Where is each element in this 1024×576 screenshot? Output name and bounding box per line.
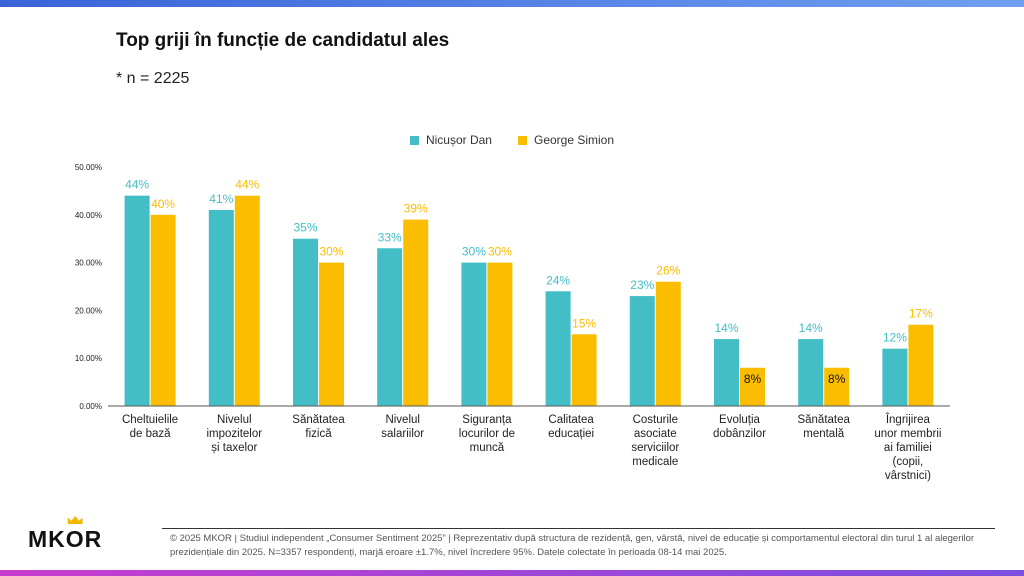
data-label-series-1: 41% [209, 192, 233, 206]
data-label-series-1: 35% [293, 221, 317, 235]
category-label: Nivelul impozitelor și taxelor [206, 414, 262, 454]
data-label-series-2: 8% [828, 372, 846, 386]
bar-series-1 [714, 339, 739, 406]
category-label: Cheltuielile de bază [122, 414, 178, 440]
category-label: Sănătatea mentală [797, 414, 850, 440]
bar-series-2 [655, 281, 681, 406]
bar-series-2 [403, 219, 429, 406]
data-label-series-1: 23% [630, 278, 654, 292]
bar-series-1 [461, 262, 487, 406]
category-label: Nivelul salariilor [381, 414, 424, 440]
y-tick-label: 10.00% [75, 354, 102, 363]
mkor-logo: MKO R [28, 516, 102, 553]
category-label: Siguranța locurilor de muncă [459, 414, 515, 454]
data-label-series-2: 15% [572, 316, 596, 330]
data-label-series-2: 26% [656, 264, 680, 278]
data-label-series-2: 8% [744, 372, 762, 386]
crown-icon [67, 516, 83, 524]
bar-series-1 [293, 238, 318, 406]
data-label-series-1: 14% [714, 321, 738, 335]
bar-series-1 [124, 195, 150, 406]
data-label-series-2: 39% [404, 202, 428, 216]
y-tick-label: 40.00% [75, 211, 102, 220]
bar-series-1 [798, 339, 824, 406]
bar-series-2 [319, 262, 344, 406]
bar-series-1 [545, 291, 571, 406]
data-label-series-1: 14% [799, 321, 823, 335]
data-label-series-1: 30% [462, 245, 486, 259]
bar-series-2 [824, 367, 850, 406]
bar-series-1 [208, 210, 234, 406]
bar-series-1 [882, 348, 908, 406]
data-label-series-2: 30% [488, 245, 512, 259]
chart-legend: Nicușor Dan George Simion [0, 133, 1024, 147]
bar-series-1 [377, 248, 403, 406]
data-label-series-1: 12% [883, 331, 907, 345]
legend-item-series-1: Nicușor Dan [409, 133, 492, 147]
bottom-accent-bar [0, 570, 1024, 576]
y-tick-label: 50.00% [75, 163, 102, 172]
legend-label-series-1: Nicușor Dan [425, 133, 492, 147]
data-label-series-2: 30% [319, 245, 343, 259]
bar-series-2 [740, 367, 765, 406]
footer-note: © 2025 MKOR | Studiul independent „Consu… [170, 533, 975, 558]
bar-series-2 [487, 262, 513, 406]
legend-swatch-series-1 [409, 135, 419, 145]
bar-series-1 [629, 296, 655, 406]
sample-size-note: * n = 2225 [116, 70, 190, 87]
category-label: Îngrijirea unor membrii ai familiei (copii,… [874, 413, 941, 482]
legend-label-series-2: George Simion [533, 133, 615, 147]
bar-series-2 [150, 214, 176, 406]
category-label: Sănătatea fizică [292, 414, 345, 440]
bar-series-2 [234, 195, 260, 406]
top-accent-bar [0, 0, 1024, 7]
y-tick-label: 20.00% [75, 306, 102, 315]
legend-item-series-2: George Simion [517, 133, 615, 147]
category-label: Evoluția dobânzilor [713, 414, 766, 440]
legend-swatch-series-2 [517, 135, 527, 145]
bar-series-2 [908, 324, 934, 406]
page-title: Top griji în funcție de candidatul ales [116, 30, 450, 51]
y-tick-label: 0.00% [79, 402, 102, 411]
data-label-series-1: 24% [546, 273, 570, 287]
data-label-series-2: 17% [909, 307, 933, 321]
data-label-series-1: 33% [378, 230, 402, 244]
y-tick-label: 30.00% [75, 259, 102, 268]
footer-divider [162, 528, 995, 529]
category-label: Costurile asociate serviciilor medicale [631, 414, 679, 468]
data-label-series-2: 40% [151, 197, 175, 211]
data-label-series-2: 44% [235, 178, 259, 192]
data-label-series-1: 44% [125, 178, 149, 192]
bar-chart: 0.00%10.00%20.00%30.00%40.00%50.00%44%40… [75, 163, 950, 482]
category-label: Calitatea educației [548, 414, 594, 440]
bar-series-2 [571, 334, 597, 406]
